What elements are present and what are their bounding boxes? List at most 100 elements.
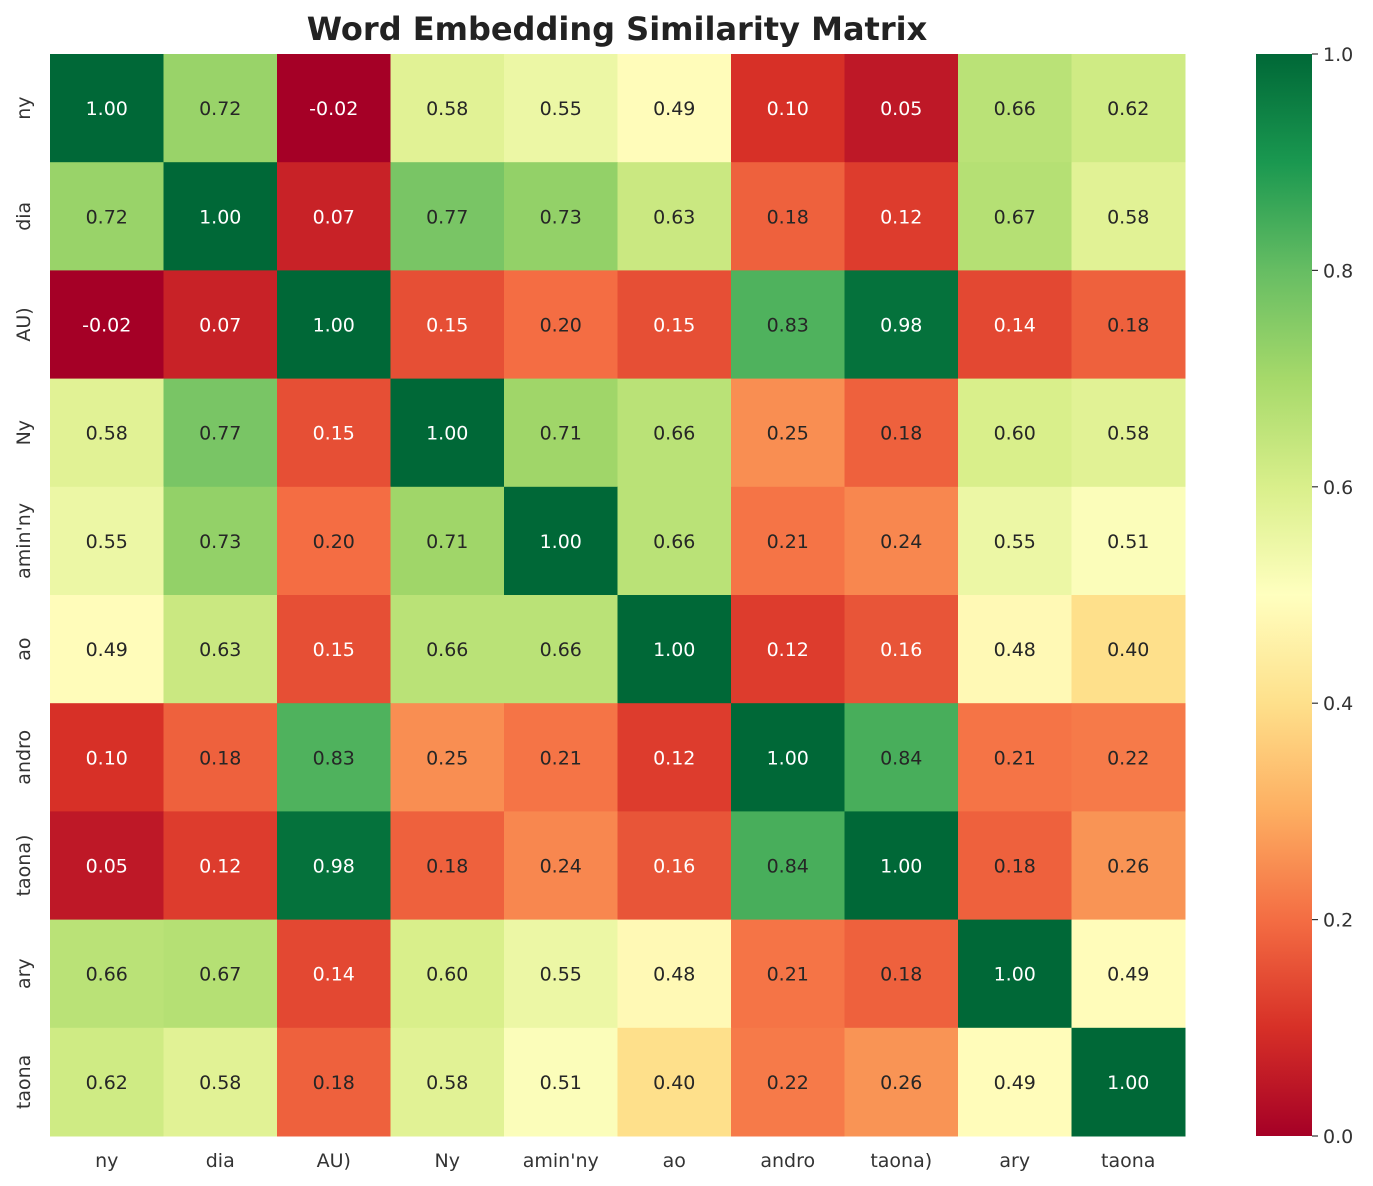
heatmap-cell xyxy=(277,378,391,488)
heatmap-cell xyxy=(731,54,845,163)
heatmap-cell xyxy=(504,919,618,1029)
heatmap-cell xyxy=(163,378,278,488)
cell-value-label: 0.66 xyxy=(653,531,695,553)
heatmap-cell xyxy=(277,1027,391,1137)
cell-value-label: 0.73 xyxy=(199,531,241,553)
heatmap-cell xyxy=(617,595,732,704)
heatmap-cell xyxy=(1071,703,1186,812)
heatmap-cell xyxy=(390,270,505,380)
cell-value-label: 0.63 xyxy=(199,639,241,661)
heatmap-cell xyxy=(1071,919,1186,1029)
cell-value-label: 0.18 xyxy=(313,1072,355,1094)
cell-value-label: 0.16 xyxy=(653,856,695,878)
heatmap-cell xyxy=(958,811,1072,921)
cell-value-label: 0.18 xyxy=(994,856,1036,878)
heatmap-cell xyxy=(504,811,618,921)
heatmap-cell xyxy=(50,919,164,1029)
x-tick-label: ny xyxy=(95,1150,118,1172)
heatmap-cell xyxy=(504,595,618,704)
cell-value-label: 0.21 xyxy=(540,747,582,769)
cell-value-label: 0.25 xyxy=(426,747,468,769)
cell-value-label: 0.62 xyxy=(1107,98,1149,120)
cell-value-label: 0.24 xyxy=(540,856,582,878)
cell-value-label: 0.72 xyxy=(86,206,128,228)
heatmap-cell xyxy=(731,270,845,380)
x-tick-label: ary xyxy=(999,1150,1030,1172)
x-axis-ticks: ny dia AU) Ny amin'ny ao andro taona) ary taona xyxy=(95,1150,1155,1172)
heatmap-cell xyxy=(50,378,164,488)
y-axis-ticks: ny dia AU) Ny amin'ny ao andro taona) ary taona xyxy=(13,96,35,1109)
cell-value-label: 0.14 xyxy=(994,315,1036,337)
heatmap-cell xyxy=(844,919,959,1029)
cell-value-label: 0.12 xyxy=(880,206,922,228)
cell-value-label: 0.98 xyxy=(313,856,355,878)
cell-value-label: 0.10 xyxy=(767,98,809,120)
x-tick-label: taona) xyxy=(870,1150,932,1172)
cell-value-label: 0.58 xyxy=(1107,423,1149,445)
cell-value-label: 1.00 xyxy=(86,98,128,120)
heatmap-cell xyxy=(277,919,391,1029)
cell-value-label: 0.18 xyxy=(767,206,809,228)
heatmap-cell xyxy=(277,595,391,704)
cell-value-label: 0.48 xyxy=(994,639,1036,661)
colorbar-tick-label: 1.0 xyxy=(1323,44,1353,66)
cell-value-label: 0.07 xyxy=(199,315,241,337)
y-tick-label: dia xyxy=(13,202,35,231)
y-tick-label: ary xyxy=(13,958,35,989)
x-tick-label: Ny xyxy=(435,1150,460,1172)
y-tick-label: AU) xyxy=(13,307,35,341)
heatmap-cell xyxy=(504,270,618,380)
heatmap-cell xyxy=(844,703,959,812)
heatmap-cell xyxy=(844,486,959,596)
heatmap-cell xyxy=(617,270,732,380)
heatmap-cell xyxy=(1071,162,1186,271)
heatmap-cell xyxy=(163,703,278,812)
cell-value-label: 1.00 xyxy=(540,531,582,553)
y-tick-label: andro xyxy=(13,730,35,785)
cell-value-label: 0.84 xyxy=(880,747,922,769)
cell-value-label: 0.21 xyxy=(767,964,809,986)
heatmap-cell xyxy=(504,1027,618,1137)
cell-value-label: 0.71 xyxy=(540,423,582,445)
cell-value-label: 0.71 xyxy=(426,531,468,553)
heatmap-cell xyxy=(277,54,391,163)
heatmap-cell xyxy=(617,54,732,163)
cell-value-label: 0.77 xyxy=(426,206,468,228)
heatmap-cell xyxy=(504,703,618,812)
cell-value-label: 0.05 xyxy=(880,98,922,120)
heatmap-cell xyxy=(277,162,391,271)
cell-value-label: 0.55 xyxy=(540,98,582,120)
colorbar-tick-label: 0.6 xyxy=(1323,477,1353,499)
heatmap-cell xyxy=(50,270,164,380)
heatmap-cell xyxy=(844,595,959,704)
cell-value-label: 0.77 xyxy=(199,423,241,445)
heatmap-cell xyxy=(1071,378,1186,488)
heatmap-cell xyxy=(390,919,505,1029)
heatmap-cell xyxy=(1071,270,1186,380)
heatmap-cell xyxy=(844,378,959,488)
cell-value-label: 0.67 xyxy=(994,206,1036,228)
heatmap-cell xyxy=(958,595,1072,704)
cell-value-label: 0.55 xyxy=(994,531,1036,553)
heatmap-cell xyxy=(163,595,278,704)
cell-value-label: 0.22 xyxy=(767,1072,809,1094)
cell-value-label: 0.49 xyxy=(86,639,128,661)
cell-value-label: 0.18 xyxy=(880,964,922,986)
cell-value-label: 0.51 xyxy=(540,1072,582,1094)
cell-value-label: 0.21 xyxy=(994,747,1036,769)
colorbar xyxy=(1256,54,1312,1136)
cell-value-label: 0.07 xyxy=(313,206,355,228)
cell-value-label: 0.98 xyxy=(880,315,922,337)
cell-value-label: 0.62 xyxy=(86,1072,128,1094)
cell-value-label: 0.20 xyxy=(313,531,355,553)
cell-value-label: 0.18 xyxy=(880,423,922,445)
cell-value-label: 1.00 xyxy=(199,206,241,228)
heatmap-cell xyxy=(1071,54,1186,163)
colorbar-tick-label: 0.0 xyxy=(1323,1126,1353,1148)
heatmap-cell xyxy=(844,162,959,271)
x-tick-label: AU) xyxy=(317,1150,351,1172)
cell-value-label: 0.18 xyxy=(199,747,241,769)
cell-value-label: 1.00 xyxy=(313,315,355,337)
heatmap-cell xyxy=(163,919,278,1029)
